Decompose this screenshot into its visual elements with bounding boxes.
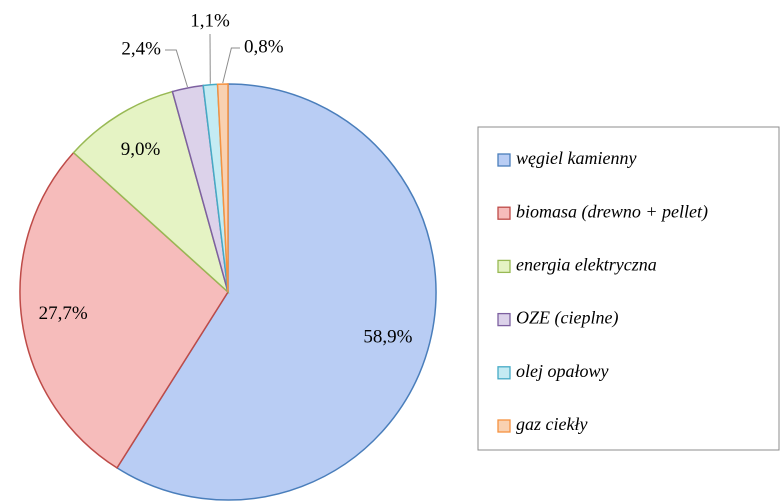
data-label: 2,4%: [121, 38, 161, 59]
data-label: 1,1%: [190, 10, 230, 31]
legend-swatch: [497, 206, 511, 220]
legend-label: biomasa (drewno + pellet): [516, 201, 708, 222]
legend-label: węgiel kamienny: [516, 148, 636, 168]
legend-label: gaz ciekły: [516, 414, 587, 434]
pie-slice: [19, 151, 229, 469]
legend-swatch: [497, 366, 511, 380]
pie-slice: [115, 83, 437, 501]
data-label: 27,7%: [39, 303, 88, 324]
legend-label: olej opałowy: [516, 361, 609, 381]
data-label: 58,9%: [363, 327, 412, 348]
legend-label: OZE (cieplne): [516, 308, 618, 329]
legend-swatch: [497, 153, 511, 167]
legend-swatch: [497, 259, 511, 274]
data-label: 9,0%: [121, 139, 161, 160]
leader-line: [165, 49, 188, 88]
leader-line: [222, 47, 240, 84]
pie-slice: [72, 90, 230, 295]
legend-swatch: [497, 312, 511, 327]
data-label: 0,8%: [244, 36, 284, 57]
legend-swatch: [497, 419, 511, 433]
legend-label: energia elektryczna: [516, 255, 657, 275]
legend-box: [477, 126, 780, 451]
pie-slice: [216, 83, 229, 293]
